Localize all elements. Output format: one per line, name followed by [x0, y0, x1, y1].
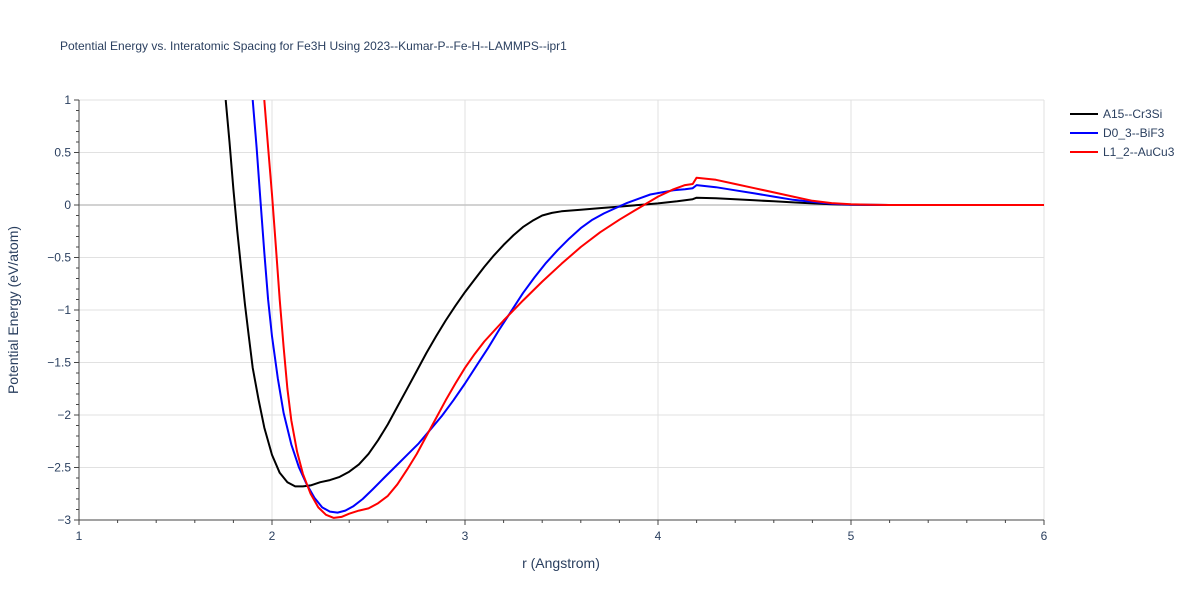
- x-tick-label-4: 5: [848, 529, 855, 543]
- y-tick-label-5: −1.5: [47, 356, 71, 370]
- legend-label-0[interactable]: A15--Cr3Si: [1103, 107, 1162, 121]
- x-tick-label-3: 4: [655, 529, 662, 543]
- legend-label-2[interactable]: L1_2--AuCu3: [1103, 145, 1175, 159]
- series-line-2: [263, 100, 1044, 519]
- x-tick-label-5: 6: [1041, 529, 1048, 543]
- y-tick-label-3: −0.5: [47, 251, 71, 265]
- legend-label-1[interactable]: D0_3--BiF3: [1103, 126, 1165, 140]
- x-axis-title: r (Angstrom): [522, 555, 600, 571]
- legend[interactable]: A15--Cr3Si D0_3--BiF3 L1_2--AuCu3: [1070, 107, 1175, 159]
- axis-ticks: 1 2 3 4 5 6 1 0.5 0 −0.5 −1 −1.5 −2 −2.5 −3: [47, 93, 1047, 543]
- y-tick-label-1: 0.5: [54, 146, 71, 160]
- chart-title: Potential Energy vs. Interatomic Spacing…: [60, 39, 567, 53]
- y-tick-label-4: −1: [57, 303, 71, 317]
- y-axis-title: Potential Energy (eV/atom): [5, 226, 21, 394]
- y-tick-label-8: −3: [57, 513, 71, 527]
- y-tick-label-7: −2.5: [47, 461, 71, 475]
- y-tick-label-0: 1: [64, 93, 71, 107]
- series-line-0: [224, 100, 1044, 488]
- y-tick-label-2: 0: [64, 198, 71, 212]
- x-tick-label-0: 1: [76, 529, 83, 543]
- data-series: [224, 100, 1044, 519]
- y-tick-label-6: −2: [57, 408, 71, 422]
- x-tick-label-2: 3: [462, 529, 469, 543]
- x-tick-label-1: 2: [269, 529, 276, 543]
